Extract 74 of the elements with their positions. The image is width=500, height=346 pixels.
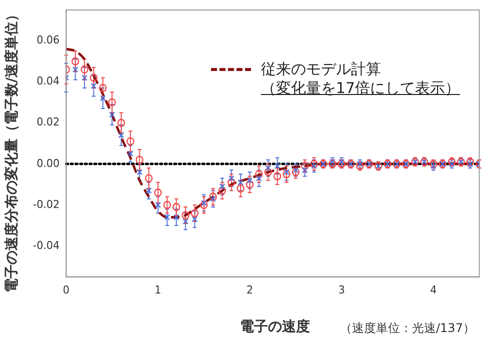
point — [292, 168, 300, 176]
point — [80, 65, 88, 74]
point — [144, 174, 153, 182]
point — [448, 160, 455, 167]
point — [146, 188, 152, 194]
point — [136, 169, 143, 176]
point — [82, 74, 88, 81]
point — [117, 118, 126, 127]
point — [173, 214, 180, 220]
x-tick-label: 2 — [246, 282, 254, 296]
point — [246, 177, 253, 184]
point — [302, 167, 308, 174]
y-tick-label: 0.02 — [36, 115, 60, 129]
y-tick-label: 0.04 — [36, 74, 60, 88]
point — [71, 57, 80, 66]
point — [100, 95, 106, 102]
point — [200, 200, 207, 206]
point — [292, 167, 299, 174]
point — [310, 160, 318, 168]
point — [236, 184, 244, 193]
x-tick-label: 4 — [430, 282, 437, 296]
point — [274, 162, 280, 170]
point — [154, 188, 162, 197]
y-tick-label: -0.02 — [32, 198, 60, 211]
point — [228, 175, 234, 182]
point — [99, 84, 107, 92]
point — [357, 160, 363, 167]
point — [163, 200, 172, 210]
point — [255, 170, 263, 178]
point — [109, 112, 115, 118]
line-series — [66, 48, 480, 218]
point — [256, 175, 262, 182]
point — [228, 178, 236, 186]
point — [300, 162, 309, 170]
point — [282, 170, 290, 178]
point — [155, 202, 161, 208]
point — [218, 186, 226, 195]
x-axis-title: 電子の速度 — [240, 318, 310, 336]
point — [182, 211, 190, 220]
point — [467, 160, 474, 167]
y-axis-title: 電子の速度分布の変化量（電子数/速度単位） — [3, 7, 21, 293]
point — [190, 209, 199, 218]
text: （速度単位：光速/137） — [340, 320, 475, 337]
point — [210, 196, 216, 202]
point — [118, 132, 124, 138]
point — [219, 183, 226, 190]
point — [182, 218, 188, 224]
point — [209, 192, 217, 201]
y-tick-label: 0.00 — [36, 156, 60, 170]
point — [164, 214, 170, 220]
point — [90, 74, 98, 82]
point — [284, 169, 290, 176]
point — [273, 172, 282, 180]
x-tick-label: 0 — [62, 282, 70, 296]
annotation: （変化量を17倍にして表示） — [260, 79, 460, 98]
point — [72, 66, 78, 73]
point — [126, 137, 134, 146]
point — [311, 162, 317, 170]
point — [200, 200, 208, 210]
point — [192, 216, 198, 222]
point — [90, 82, 97, 89]
point — [128, 150, 134, 157]
legend-label: 従来のモデル計算 — [260, 60, 381, 79]
point — [238, 179, 244, 186]
x-tick-label: 1 — [154, 282, 162, 296]
point — [265, 164, 272, 172]
point — [172, 202, 180, 212]
point — [108, 98, 116, 106]
x-tick-label: 3 — [338, 282, 345, 296]
point — [264, 168, 272, 176]
y-tick-label: -0.04 — [32, 238, 60, 252]
point — [246, 180, 254, 189]
y-tick-label: 0.06 — [36, 33, 60, 47]
point — [136, 156, 144, 164]
